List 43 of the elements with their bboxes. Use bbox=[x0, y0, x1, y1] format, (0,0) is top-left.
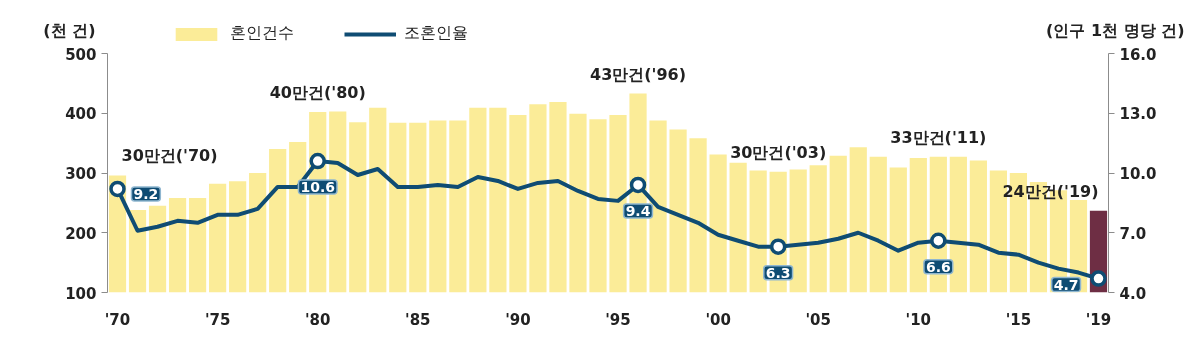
x-tick-label: '05 bbox=[805, 310, 831, 329]
y-tick-label: 300 bbox=[65, 165, 97, 183]
data-label: 6.3 bbox=[765, 264, 791, 281]
point bbox=[109, 180, 126, 198]
annotation: 24만건('19) bbox=[1002, 181, 1099, 201]
y2-axis-title: (인구 1천 명당 건) bbox=[1046, 21, 1185, 40]
annotation: 30만건('03) bbox=[730, 142, 827, 162]
data-label: 9.2 bbox=[133, 185, 159, 202]
y-tick-label: 400 bbox=[65, 105, 97, 124]
x-tick-label: '75 bbox=[204, 310, 231, 329]
y-tick-label: 500 bbox=[65, 45, 97, 64]
point bbox=[629, 176, 647, 194]
y2-tick-label: 13.0 bbox=[1119, 105, 1157, 124]
annotation: 33만건('11) bbox=[890, 127, 987, 147]
y-tick-label: 200 bbox=[65, 224, 97, 243]
legend-label: 조혼인율 bbox=[404, 23, 468, 44]
x-tick-label: '70 bbox=[104, 310, 131, 329]
x-tick-label: '15 bbox=[1005, 310, 1032, 329]
x-tick-label: '19 bbox=[1085, 310, 1112, 329]
data-label: 4.7 bbox=[1053, 276, 1079, 293]
annotation: 43만건('96) bbox=[590, 64, 687, 84]
point bbox=[769, 238, 787, 255]
annotation: 40만건('80) bbox=[269, 83, 366, 103]
y2-tick-label: 16.0 bbox=[1119, 45, 1157, 64]
legend-label: 혼인건수 bbox=[230, 23, 294, 44]
x-tick-label: '00 bbox=[705, 310, 731, 329]
data-label: 6.6 bbox=[925, 258, 951, 275]
point bbox=[930, 232, 947, 249]
y2-tick-label: 10.0 bbox=[1119, 165, 1157, 183]
y2-tick-label: 4.0 bbox=[1119, 284, 1147, 303]
x-tick-label: '90 bbox=[505, 310, 531, 329]
x-tick-label: '80 bbox=[304, 310, 331, 329]
point bbox=[309, 152, 326, 170]
x-tick-label: '10 bbox=[905, 310, 932, 329]
y-tick-label: 100 bbox=[65, 284, 97, 303]
annotation: 30만건('70) bbox=[121, 146, 218, 166]
data-label: 9.4 bbox=[625, 202, 651, 219]
x-tick-label: '85 bbox=[405, 310, 431, 329]
data-label: 10.6 bbox=[300, 179, 335, 196]
x-tick-label: '95 bbox=[605, 310, 631, 329]
point bbox=[1090, 270, 1107, 287]
y2-tick-label: 7.0 bbox=[1119, 224, 1147, 243]
y-axis-title: (천 건) bbox=[43, 21, 96, 40]
